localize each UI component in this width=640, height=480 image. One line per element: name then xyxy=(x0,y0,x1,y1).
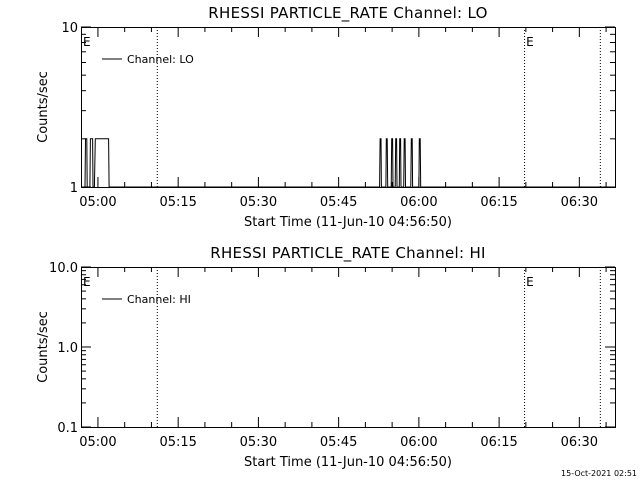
y-tick-label: 0.1 xyxy=(57,421,78,436)
legend-label-hi: Channel: HI xyxy=(127,293,191,306)
legend-hi: Channel: HI xyxy=(102,293,191,306)
panel-lo-channel: RHESSI PARTICLE_RATE Channel: LO 05:00 05… xyxy=(36,4,616,230)
x-axis-label-hi: Start Time (11-Jun-10 04:56:50) xyxy=(244,455,452,470)
x-tick-label: 06:00 xyxy=(400,195,437,210)
x-tick-label: 06:15 xyxy=(480,195,517,210)
x-tick-label: 06:15 xyxy=(480,435,517,450)
legend-label-lo: Channel: LO xyxy=(127,53,194,66)
x-tick-label: 05:45 xyxy=(320,195,357,210)
y-tick-label: 10.0 xyxy=(49,261,78,276)
x-axis-label-lo: Start Time (11-Jun-10 04:56:50) xyxy=(244,215,452,230)
series-group-lo xyxy=(81,138,615,188)
x-tick-label: 05:30 xyxy=(240,435,277,450)
series-line xyxy=(81,138,615,188)
event-marker-label: E xyxy=(83,35,91,49)
x-tick-label: 05:00 xyxy=(79,195,116,210)
x-tick-label: 06:00 xyxy=(400,435,437,450)
tick-group-hi: 05:00 05:15 05:30 05:45 06:00 06:15 06:30 0.1 1.… xyxy=(49,261,615,450)
legend-lo: Channel: LO xyxy=(102,53,194,66)
x-tick-label: 06:30 xyxy=(561,435,598,450)
chart-title-lo: RHESSI PARTICLE_RATE Channel: LO xyxy=(208,4,487,23)
x-tick-label: 05:00 xyxy=(79,435,116,450)
y-axis-label-hi: Counts/sec xyxy=(36,311,51,383)
x-tick-label: 05:15 xyxy=(159,195,196,210)
chart-title-hi: RHESSI PARTICLE_RATE Channel: HI xyxy=(210,244,486,263)
panel-hi-channel: RHESSI PARTICLE_RATE Channel: HI 05:00 05… xyxy=(36,244,616,470)
y-axis-label-lo: Counts/sec xyxy=(36,71,51,143)
tick-group-lo: 05:00 05:15 05:30 05:45 06:00 06:15 06:30 1 10 xyxy=(61,21,615,210)
event-marker-label: E xyxy=(526,275,534,289)
y-tick-label: 1.0 xyxy=(57,341,78,356)
event-marker-label: E xyxy=(526,35,534,49)
event-marker-label: E xyxy=(83,275,91,289)
x-tick-label: 05:15 xyxy=(159,435,196,450)
y-tick-label: 10 xyxy=(61,21,78,36)
x-tick-label: 06:30 xyxy=(561,195,598,210)
y-tick-label: 1 xyxy=(70,181,78,196)
x-tick-label: 05:45 xyxy=(320,435,357,450)
footer-timestamp: 15-Oct-2021 02:51 xyxy=(561,469,637,478)
x-tick-label: 05:30 xyxy=(240,195,277,210)
